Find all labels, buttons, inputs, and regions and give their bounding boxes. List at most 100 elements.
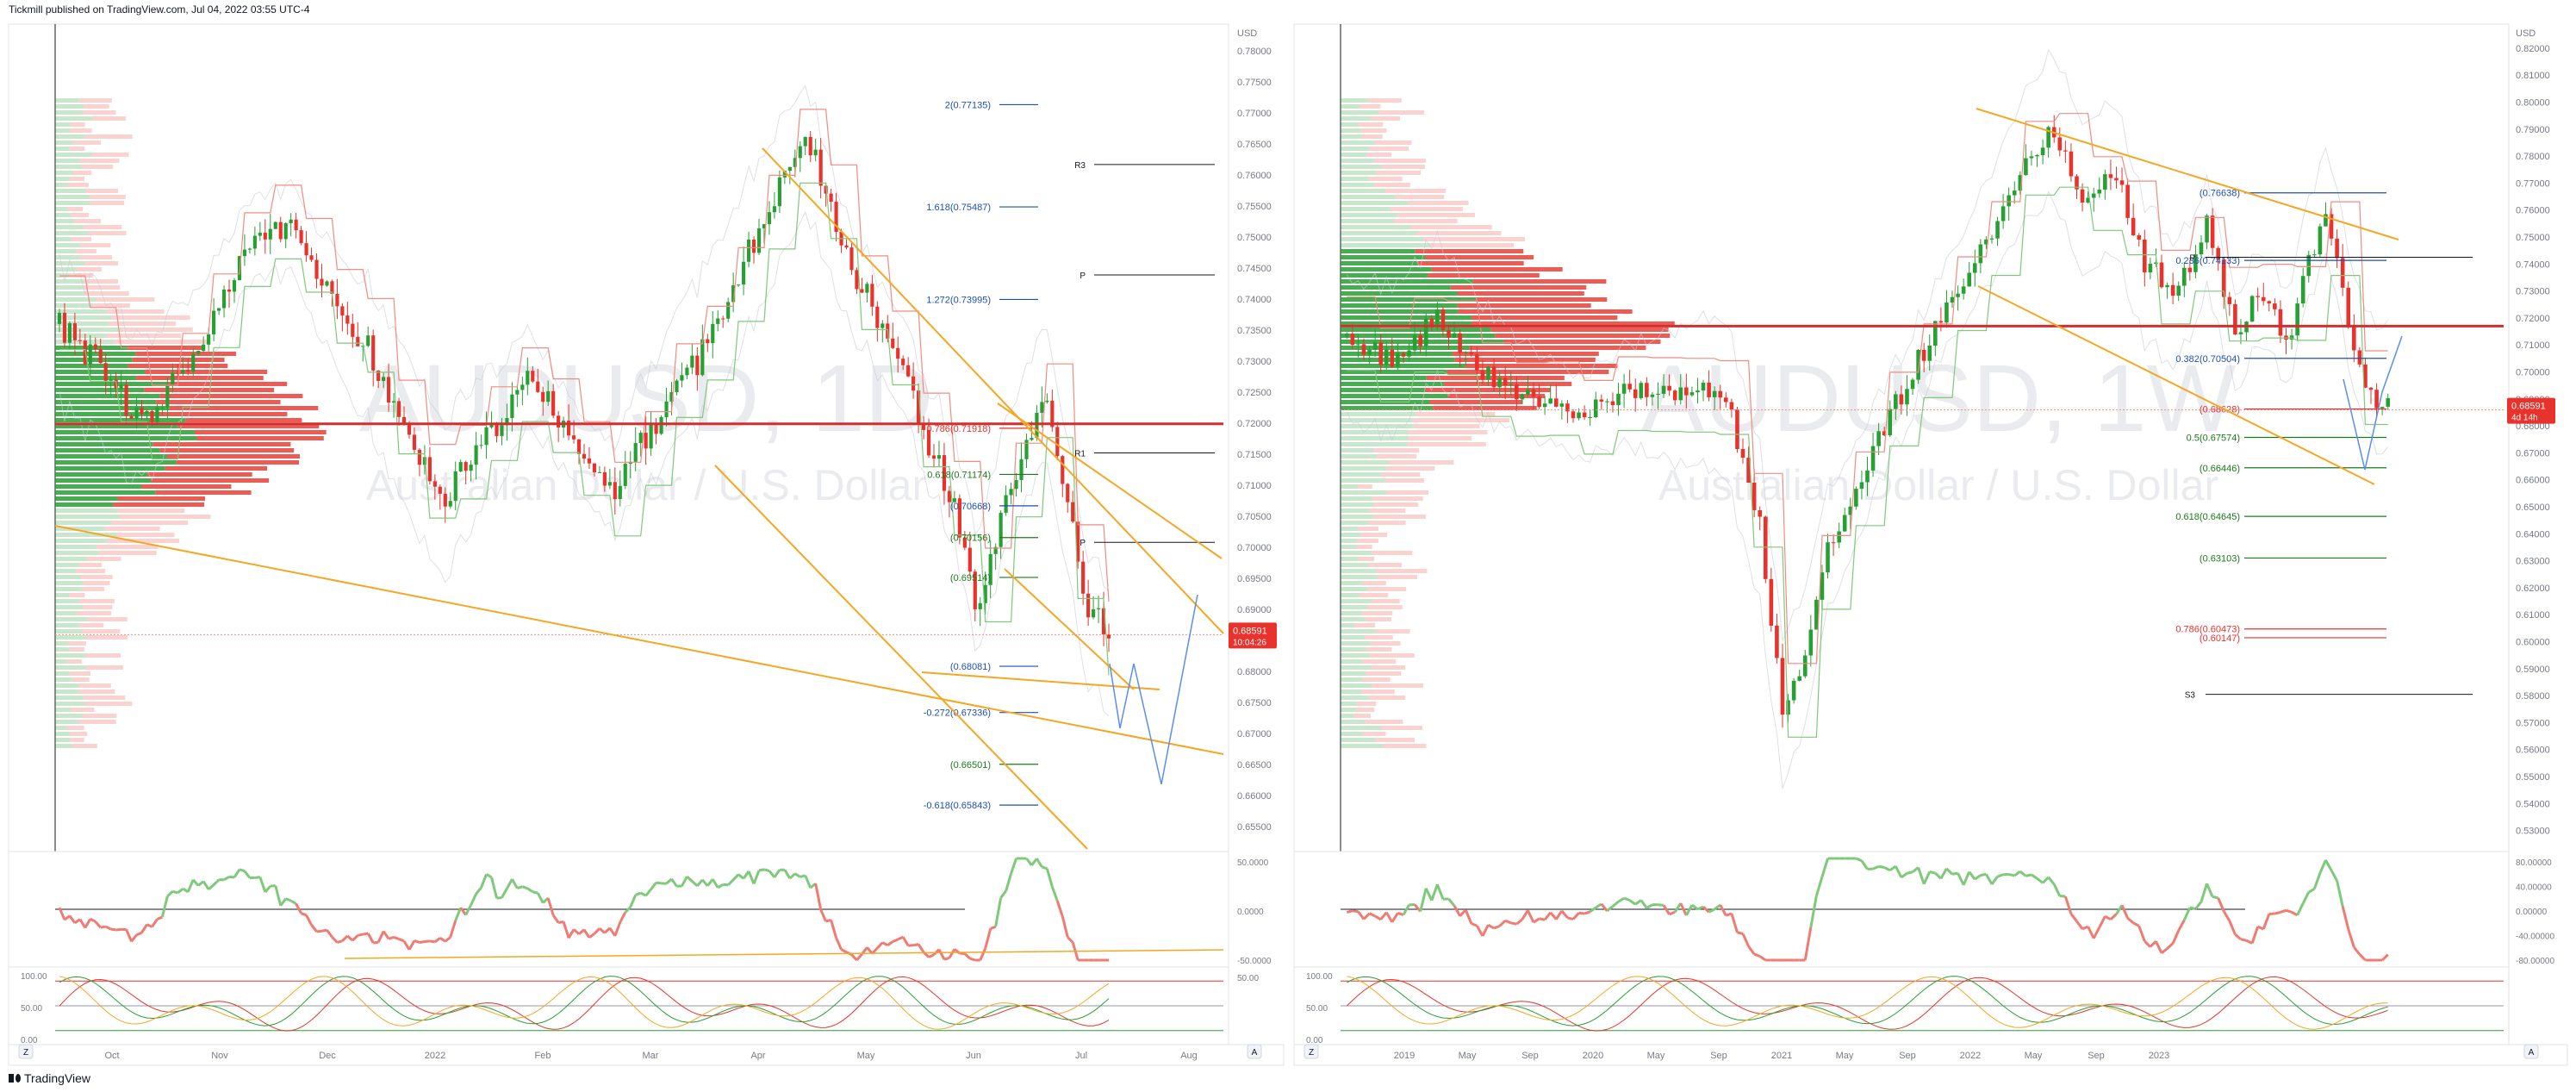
candle-body [1092, 608, 1096, 618]
fib-level-label: (0.63103) [2200, 553, 2240, 564]
price-tick-label: 0.78000 [1237, 47, 1272, 57]
candle-body [2154, 262, 2158, 265]
candle-body [1407, 350, 1411, 357]
rsi-trend-line[interactable] [344, 949, 1224, 959]
candle-body [1526, 389, 1530, 395]
profile-bar-buy [55, 726, 66, 730]
profile-bar-buy [1341, 315, 1472, 320]
candle-body [1520, 394, 1525, 400]
trend-line[interactable] [1976, 108, 2399, 240]
candle-body [500, 425, 504, 436]
profile-bar-sell [1469, 346, 1646, 350]
candle-body [2131, 217, 2136, 235]
profile-bar-sell [151, 478, 270, 483]
rsi-segment [2324, 859, 2333, 871]
candle-body [2193, 254, 2198, 272]
profile-bar-buy [55, 454, 167, 459]
candle-body [607, 482, 612, 486]
profile-bar-sell [65, 726, 84, 730]
profile-bar-sell [80, 159, 120, 163]
rsi-segment [551, 914, 560, 924]
price-tick-label: 0.74000 [1237, 295, 1272, 305]
profile-bar-sell [1415, 249, 1524, 253]
profile-bar-sell [78, 683, 111, 688]
candle-body [638, 433, 643, 444]
profile-bar-buy [55, 201, 90, 205]
left-auto-scale-button[interactable]: A [1247, 1044, 1262, 1059]
profile-bar-sell [141, 484, 232, 489]
profile-bar-buy [55, 490, 156, 495]
candle-body [716, 318, 720, 324]
rsi-segment [2347, 928, 2355, 948]
rsi-segment [588, 933, 595, 939]
trend-line[interactable] [1004, 568, 1135, 690]
candle-body [906, 365, 911, 377]
profile-bar-sell [1412, 418, 1510, 422]
left-zoom-button[interactable]: Z [18, 1044, 34, 1059]
trend-line[interactable] [997, 402, 1223, 559]
rsi-segment [84, 918, 92, 929]
forecast-path[interactable] [2343, 335, 2403, 471]
last-price-badge[interactable] [1229, 622, 1277, 649]
candle-body [98, 349, 103, 364]
last-price-badge[interactable] [2507, 397, 2555, 424]
rsi-segment [686, 875, 694, 883]
candle-body [2080, 189, 2085, 203]
rsi-segment [2132, 921, 2140, 927]
rsi-segment [258, 877, 267, 893]
tradingview-brand[interactable]: TradingView [9, 1071, 90, 1085]
profile-bar-buy [55, 285, 83, 290]
forecast-path[interactable] [1109, 594, 1198, 785]
rsi-segment [2312, 872, 2322, 889]
left-time-axis[interactable] [8, 1044, 1285, 1066]
rsi-segment [1939, 868, 1948, 880]
candle-body [1678, 387, 1683, 401]
candle-body [1978, 244, 1983, 264]
profile-bar-sell [83, 110, 116, 115]
right-time-axis[interactable] [1293, 1044, 2568, 1066]
profile-bar-sell [1376, 629, 1410, 633]
candle-body [2346, 287, 2351, 328]
profile-bar-sell [91, 153, 129, 157]
trend-line[interactable] [1977, 285, 2375, 485]
profile-bar-buy [1341, 653, 1371, 658]
profile-bar-buy [55, 424, 178, 428]
candle-body [2312, 254, 2317, 256]
trend-line[interactable] [921, 671, 1160, 690]
trend-line[interactable] [54, 525, 1224, 755]
right-auto-scale-button[interactable]: A [2523, 1044, 2539, 1059]
time-tick-label: May [2025, 1051, 2043, 1061]
rsi-segment [1617, 896, 1625, 903]
fib-level-label: 1.618(0.75487) [926, 203, 991, 213]
trend-line[interactable] [714, 465, 1088, 850]
candle-body [1497, 378, 1502, 388]
rsi-segment [635, 891, 642, 896]
profile-bar-buy [1341, 189, 1385, 193]
profile-bar-sell [1361, 732, 1386, 736]
candle-body [1712, 390, 1717, 397]
profile-bar-buy [1341, 436, 1408, 440]
candle-body [1106, 634, 1111, 639]
fib-level-label: -0.618(0.65843) [924, 801, 991, 811]
right-zoom-button[interactable]: Z [1304, 1044, 1319, 1059]
profile-bar-sell [78, 563, 102, 567]
rsi-segment [2330, 870, 2338, 882]
stoch-tick-label: 0.00 [21, 1036, 38, 1045]
profile-bar-buy [1341, 569, 1377, 573]
profile-bar-buy [1341, 460, 1390, 465]
profile-bar-sell [144, 388, 275, 392]
rsi-segment [1855, 857, 1863, 863]
rsi-segment [1741, 933, 1750, 947]
rsi-segment [887, 940, 894, 946]
profile-bar-buy [55, 460, 177, 465]
rsi-segment [2031, 873, 2038, 880]
profile-bar-buy [1341, 273, 1428, 278]
profile-bar-sell [1416, 412, 1496, 416]
stoch-line [1346, 976, 2388, 1032]
candle-body [613, 482, 617, 500]
price-tick-label: 0.80000 [2516, 98, 2550, 109]
profile-bar-sell [169, 406, 319, 410]
trend-line[interactable] [762, 147, 1224, 634]
profile-bar-buy [55, 134, 85, 139]
